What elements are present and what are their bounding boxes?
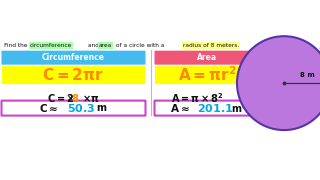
Text: $\mathbf{C=2}$: $\mathbf{C=2}$ xyxy=(46,92,74,104)
Text: AREA AND CIRCUMFERENCE OF CIRCLES: AREA AND CIRCUMFERENCE OF CIRCLES xyxy=(11,11,309,24)
Text: $\mathbf{201.1}$: $\mathbf{201.1}$ xyxy=(197,102,234,114)
Text: $\mathbf{A\approx}$: $\mathbf{A\approx}$ xyxy=(170,102,189,114)
FancyBboxPatch shape xyxy=(2,51,146,65)
Text: $\mathbf{C=2\pi r}$: $\mathbf{C=2\pi r}$ xyxy=(43,67,105,83)
FancyBboxPatch shape xyxy=(2,101,146,116)
Text: $\mathbf{8}$: $\mathbf{8}$ xyxy=(71,92,80,104)
FancyBboxPatch shape xyxy=(155,51,260,65)
Text: radius of 8 meters.: radius of 8 meters. xyxy=(183,43,239,48)
Text: Circumference: Circumference xyxy=(42,53,105,62)
Text: $\mathbf{A=\pi r^2}$: $\mathbf{A=\pi r^2}$ xyxy=(178,66,237,84)
Circle shape xyxy=(237,36,320,130)
Text: $\mathbf{A=\pi\times8^2}$: $\mathbf{A=\pi\times8^2}$ xyxy=(172,91,224,105)
Text: and: and xyxy=(86,43,101,48)
Text: circumference: circumference xyxy=(30,43,72,48)
Text: $\mathbf{\times\pi}$: $\mathbf{\times\pi}$ xyxy=(82,93,99,104)
Text: $\mathbf{C\approx}$: $\mathbf{C\approx}$ xyxy=(39,102,59,114)
Text: area: area xyxy=(99,43,112,48)
Text: 8 m: 8 m xyxy=(300,72,315,78)
FancyBboxPatch shape xyxy=(155,101,260,116)
Text: of a circle with a: of a circle with a xyxy=(114,43,166,48)
Text: $\mathbf{m}$: $\mathbf{m}$ xyxy=(96,103,107,113)
FancyBboxPatch shape xyxy=(2,66,145,84)
Text: Area: Area xyxy=(197,53,218,62)
Text: $\mathbf{m^2}$: $\mathbf{m^2}$ xyxy=(231,101,248,115)
Text: $\mathbf{\times}$: $\mathbf{\times}$ xyxy=(66,93,74,103)
Text: Find the: Find the xyxy=(4,43,29,48)
Text: $\mathbf{50.3}$: $\mathbf{50.3}$ xyxy=(67,102,96,114)
FancyBboxPatch shape xyxy=(155,66,260,84)
